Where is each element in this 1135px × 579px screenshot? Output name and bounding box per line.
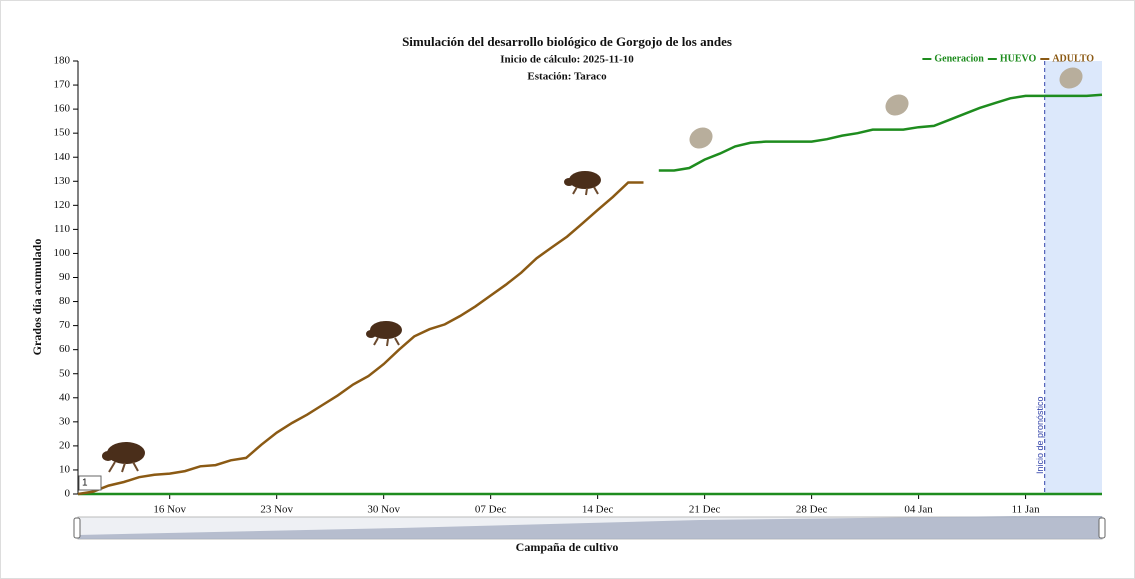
y-tick-label: 90 bbox=[59, 271, 71, 283]
scroll-handle-left[interactable] bbox=[73, 517, 81, 539]
y-tick-label: 160 bbox=[54, 103, 71, 115]
legend-label: ADULTO bbox=[1052, 53, 1094, 64]
egg-icon bbox=[689, 127, 713, 149]
x-tick-label: 30 Nov bbox=[367, 504, 400, 516]
station: Estación: Taraco bbox=[527, 71, 607, 83]
y-axis-label: Grados día acumulado bbox=[30, 239, 44, 356]
y-tick-label: 140 bbox=[54, 151, 71, 163]
forecast-label: Inicio de pronóstico bbox=[1035, 396, 1045, 474]
egg-icon bbox=[1059, 67, 1083, 89]
y-tick-label: 0 bbox=[65, 488, 71, 500]
y-tick-label: 30 bbox=[59, 415, 71, 427]
y-tick-label: 110 bbox=[54, 223, 71, 235]
legend-label: Generacion bbox=[934, 53, 984, 64]
y-tick-label: 120 bbox=[54, 199, 71, 211]
background-layer bbox=[1044, 61, 1102, 494]
x-tick-label: 07 Dec bbox=[475, 504, 507, 516]
y-tick-label: 20 bbox=[59, 439, 71, 451]
x-axis-label: Campaña de cultivo bbox=[516, 540, 619, 554]
y-tick-label: 80 bbox=[59, 295, 71, 307]
y-tick-label: 130 bbox=[54, 175, 71, 187]
weevil-icon bbox=[102, 442, 145, 473]
x-tick-label: 21 Dec bbox=[689, 504, 721, 516]
weevil-icon bbox=[366, 321, 402, 347]
y-tick-label: 50 bbox=[59, 367, 71, 379]
x-tick-label: 16 Nov bbox=[153, 504, 186, 516]
chart-subtitle: Inicio de cálculo: 2025-11-10 bbox=[500, 54, 634, 66]
legend-label: HUEVO bbox=[1000, 53, 1037, 64]
scrollbar-preview bbox=[78, 516, 1102, 539]
weevil-icon bbox=[564, 171, 601, 196]
x-tick-label: 23 Nov bbox=[260, 504, 293, 516]
y-tick-label: 100 bbox=[54, 247, 71, 259]
y-tick-label: 170 bbox=[54, 79, 71, 91]
series-line bbox=[77, 181, 644, 496]
y-tick-label: 10 bbox=[59, 463, 71, 475]
y-tick-label: 70 bbox=[59, 319, 71, 331]
y-tick-label: 150 bbox=[54, 127, 71, 139]
generation-box bbox=[78, 475, 102, 491]
y-tick-label: 60 bbox=[59, 343, 71, 355]
y-tick-label: 180 bbox=[54, 55, 71, 67]
scroll-handle-right[interactable] bbox=[1098, 517, 1106, 539]
x-tick-label: 04 Jan bbox=[904, 504, 933, 516]
scrollbar[interactable] bbox=[73, 516, 1106, 540]
x-tick-label: 11 Jan bbox=[1012, 504, 1041, 516]
x-tick-label: 14 Dec bbox=[582, 504, 614, 516]
generation-label: 1 bbox=[82, 478, 88, 489]
y-tick-label: 40 bbox=[59, 391, 71, 403]
series-line bbox=[658, 93, 1103, 172]
forecast-region bbox=[1044, 61, 1102, 494]
chart-title: Simulación del desarrollo biológico de G… bbox=[402, 34, 732, 49]
x-tick-label: 28 Dec bbox=[796, 504, 828, 516]
egg-icon bbox=[885, 94, 909, 116]
